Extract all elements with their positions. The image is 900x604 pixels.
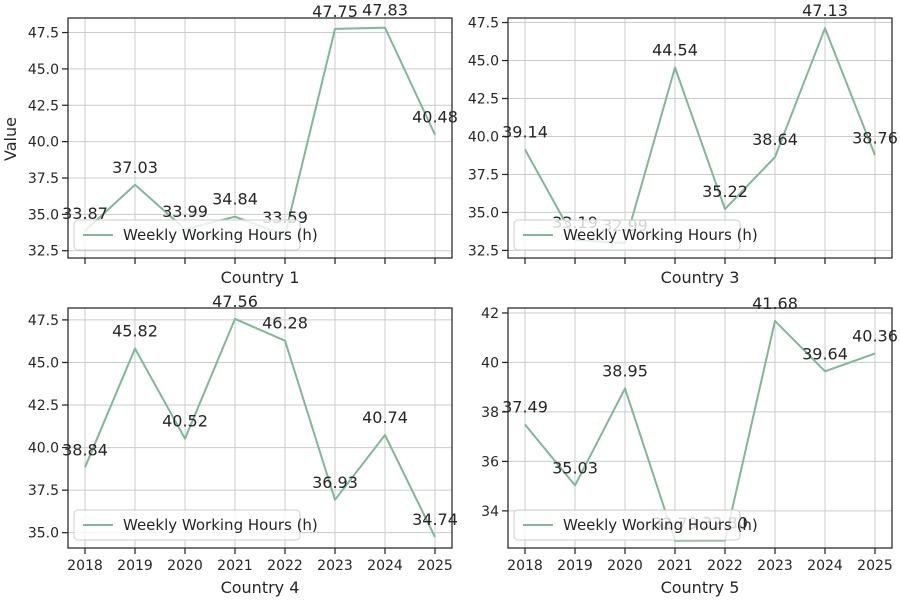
data-label: 35.22 — [702, 182, 748, 201]
data-label: 39.64 — [802, 344, 848, 363]
subplot-3: 35.0 37.5 40.0 42.5 45.0 47.5 2018 2019 2020 2021… — [28, 292, 458, 597]
subplot-1: 32.5 35.0 37.5 40.0 42.5 45.0 47.5 Country 1 33.… — [28, 1, 458, 287]
data-label: 47.75 — [312, 2, 358, 21]
x-tick-label: 2025 — [857, 558, 893, 574]
y-axis-label: Value — [1, 117, 20, 161]
subplot-2: 32.5 35.0 37.5 40.0 42.5 45.0 47.5 Country 3 39.… — [468, 1, 898, 287]
data-label: 40.52 — [162, 412, 208, 431]
legend: Weekly Working Hours (h) — [513, 509, 758, 541]
legend-label: Weekly Working Hours (h) — [563, 226, 758, 244]
data-label: 34.74 — [412, 510, 458, 529]
y-tick-label: 45.0 — [468, 54, 499, 70]
data-label: 38.95 — [602, 361, 648, 380]
x-tick-label: 2022 — [267, 558, 303, 574]
legend-box — [513, 219, 741, 251]
y-tick-label: 47.5 — [468, 16, 499, 32]
x-tick-label: 2020 — [167, 558, 203, 574]
data-label: 37.49 — [502, 398, 548, 417]
data-label: 34.84 — [212, 190, 258, 209]
plot-frame — [507, 307, 893, 549]
legend: Weekly Working Hours (h) — [513, 219, 758, 251]
data-label: 40.36 — [852, 327, 898, 346]
y-tick-label: 40.0 — [28, 441, 59, 457]
y-tick-label: 35.0 — [28, 526, 59, 542]
series-line — [84, 26, 436, 236]
data-label: 38.76 — [852, 128, 898, 147]
series-line — [524, 319, 876, 542]
data-label: 37.03 — [112, 158, 158, 177]
data-label: 35.03 — [552, 458, 598, 477]
x-axis-label: Country 4 — [221, 578, 300, 597]
y-tick-label: 40.0 — [28, 135, 59, 151]
x-tick-label: 2021 — [217, 558, 253, 574]
y-tick-label: 38 — [481, 405, 499, 421]
x-axis-label: Country 3 — [661, 268, 740, 287]
x-tick-label: 2019 — [557, 558, 593, 574]
data-label: 40.74 — [362, 408, 408, 427]
y-tick-label: 42.5 — [28, 98, 59, 114]
x-tick-label: 2022 — [707, 558, 743, 574]
series-line — [84, 317, 436, 538]
data-label: 47.56 — [212, 292, 258, 311]
y-tick-label: 37.5 — [28, 483, 59, 499]
legend-label: Weekly Working Hours (h) — [123, 226, 318, 244]
x-tick-label: 2024 — [807, 558, 843, 574]
y-tick-label: 42.5 — [28, 398, 59, 414]
y-tick-label: 47.5 — [28, 26, 59, 42]
y-tick-label: 37.5 — [468, 167, 499, 183]
x-tick-label: 2018 — [507, 558, 543, 574]
legend-box — [73, 219, 301, 251]
data-label: 40.48 — [412, 108, 458, 127]
legend: Weekly Working Hours (h) — [73, 219, 318, 251]
data-label: 36.93 — [312, 473, 358, 492]
y-tick-label: 42 — [481, 306, 499, 322]
legend-label: Weekly Working Hours (h) — [123, 516, 318, 534]
y-tick-label: 35.0 — [468, 205, 499, 221]
plot-frame — [67, 17, 453, 259]
x-tick-label: 2023 — [757, 558, 793, 574]
x-tick-label: 2024 — [367, 558, 403, 574]
data-label: 38.64 — [752, 130, 798, 149]
y-tick-label: 35.0 — [28, 207, 59, 223]
data-label: 46.28 — [262, 314, 308, 333]
x-tick-label: 2025 — [417, 558, 453, 574]
data-label: 47.13 — [802, 1, 848, 20]
x-axis-label: Country 1 — [221, 268, 300, 287]
data-label: 47.83 — [362, 1, 408, 20]
legend-box — [73, 509, 301, 541]
x-axis-label: Country 5 — [661, 578, 740, 597]
y-tick-label: 45.0 — [28, 62, 59, 78]
y-tick-label: 36 — [481, 454, 499, 470]
y-tick-label: 32.5 — [28, 244, 59, 260]
x-tick-label: 2020 — [607, 558, 643, 574]
data-label: 33.99 — [162, 202, 208, 221]
y-tick-label: 40.0 — [468, 129, 499, 145]
y-tick-label: 40 — [481, 355, 499, 371]
data-label: 38.84 — [62, 440, 108, 459]
x-tick-label: 2021 — [657, 558, 693, 574]
y-tick-label: 37.5 — [28, 171, 59, 187]
plot-frame — [67, 307, 453, 549]
subplot-4: 34 36 38 40 42 2018 2019 2020 2021 2022 2023 2024 20… — [481, 294, 898, 597]
x-tick-label: 2023 — [317, 558, 353, 574]
legend-box — [513, 509, 741, 541]
data-label: 41.68 — [752, 294, 798, 313]
y-tick-label: 42.5 — [468, 92, 499, 108]
y-tick-label: 45.0 — [28, 355, 59, 371]
plot-frame — [507, 17, 893, 259]
legend: Weekly Working Hours (h) — [73, 509, 318, 541]
legend-label: Weekly Working Hours (h) — [563, 516, 758, 534]
x-tick-label: 2018 — [67, 558, 103, 574]
y-tick-label: 34 — [481, 504, 499, 520]
y-tick-label: 32.5 — [468, 243, 499, 259]
x-tick-label: 2019 — [117, 558, 153, 574]
data-label: 45.82 — [112, 322, 158, 341]
y-tick-label: 47.5 — [28, 313, 59, 329]
data-label: 33.87 — [62, 204, 108, 223]
data-label: 39.14 — [502, 123, 548, 142]
data-label: 44.54 — [652, 41, 698, 60]
